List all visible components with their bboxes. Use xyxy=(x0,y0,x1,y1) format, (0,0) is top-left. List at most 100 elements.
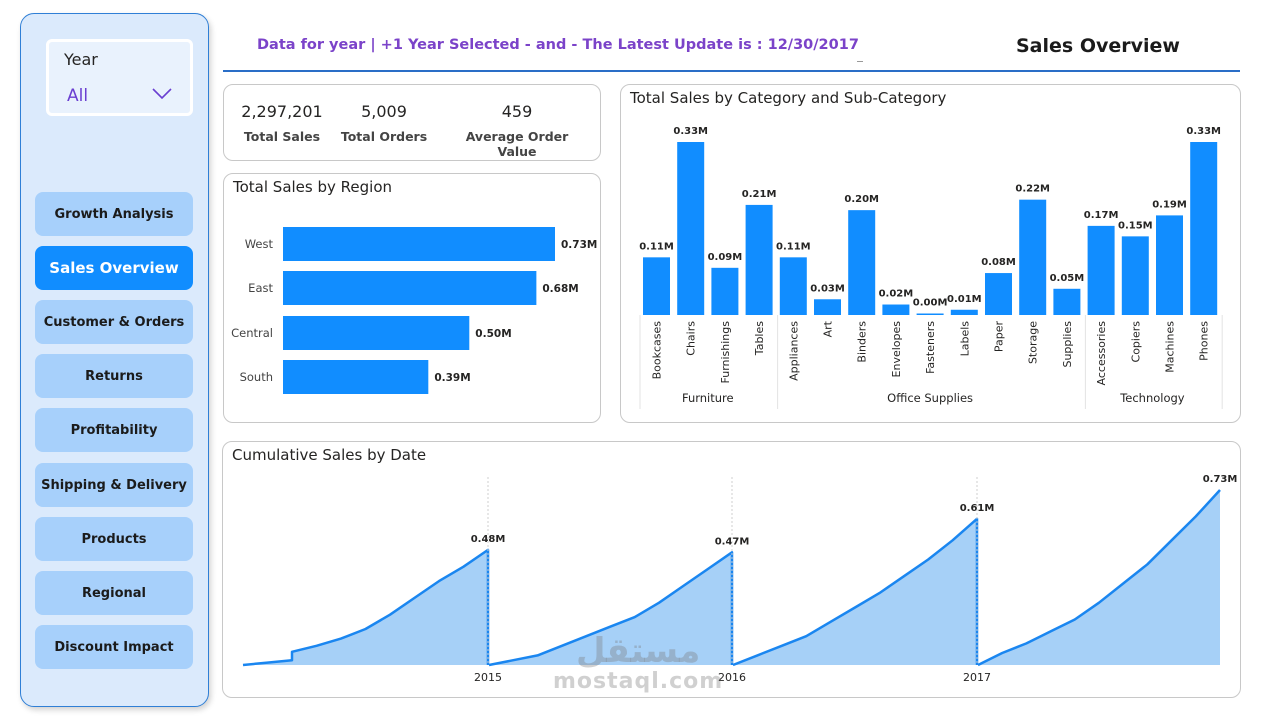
category-axis-label: Binders xyxy=(856,321,869,363)
cumulative-area[interactable] xyxy=(243,549,488,665)
cumulative-x-tick: 2015 xyxy=(474,671,502,684)
nav-button-sales-overview[interactable]: Sales Overview xyxy=(35,246,193,290)
category-bar-chart[interactable]: 0.11M Bookcases 0.33M Chairs 0.09M Furnishing… xyxy=(621,85,1240,422)
nav-button-growth-analysis[interactable]: Growth Analysis xyxy=(35,192,193,236)
category-axis-label: Machines xyxy=(1164,321,1177,373)
nav-button-returns[interactable]: Returns xyxy=(35,354,193,398)
category-bar[interactable] xyxy=(848,210,876,315)
category-bar[interactable] xyxy=(985,273,1012,315)
category-bar[interactable] xyxy=(745,204,773,315)
region-bar[interactable] xyxy=(283,271,537,305)
cumulative-chart-card[interactable]: Cumulative Sales by Date 0.48M 0.47M 0.61M… xyxy=(222,441,1241,698)
region-bar[interactable] xyxy=(283,316,470,350)
cumulative-area[interactable] xyxy=(489,552,732,665)
chevron-down-icon[interactable] xyxy=(152,88,172,100)
category-axis-label: Phones xyxy=(1198,321,1211,361)
watermark-latin: mostaql.com xyxy=(553,669,724,694)
page-title: Sales Overview xyxy=(1016,35,1180,57)
region-bar[interactable] xyxy=(283,360,429,394)
cumulative-line xyxy=(732,517,979,667)
category-data-label: 0.11M xyxy=(776,241,811,252)
nav-button-shipping-delivery[interactable]: Shipping & Delivery xyxy=(35,463,193,507)
category-group-label: Technology xyxy=(1119,391,1185,405)
cumulative-area[interactable] xyxy=(978,490,1220,665)
year-slicer[interactable]: Year All xyxy=(46,39,193,116)
category-chart-card[interactable]: Total Sales by Category and Sub-Category… xyxy=(620,84,1241,423)
category-data-label: 0.20M xyxy=(844,194,879,205)
category-axis-label: Envelopes xyxy=(890,321,903,378)
category-axis-label: Tables xyxy=(753,321,766,356)
category-data-label: 0.08M xyxy=(981,257,1016,268)
region-data-label: 0.68M xyxy=(542,283,578,295)
category-data-label: 0.33M xyxy=(1186,126,1221,137)
category-data-label: 0.33M xyxy=(673,126,708,137)
category-data-label: 0.17M xyxy=(1084,210,1119,221)
category-bar[interactable] xyxy=(677,142,705,315)
region-chart-card[interactable]: Total Sales by Region West 0.73M East 0.68M… xyxy=(223,173,601,423)
category-bar[interactable] xyxy=(950,309,978,315)
category-data-label: 0.21M xyxy=(742,189,777,200)
category-axis-label: Appliances xyxy=(787,321,800,381)
category-data-label: 0.01M xyxy=(947,294,982,305)
watermark-arabic: مستقل xyxy=(575,631,701,671)
nav-button-customer-orders[interactable]: Customer & Orders xyxy=(35,300,193,344)
kpi-card: 2,297,201 Total Sales 5,009 Total Orders… xyxy=(223,84,601,161)
category-data-label: 0.11M xyxy=(639,241,674,252)
region-bar[interactable] xyxy=(283,227,555,261)
category-group-label: Office Supplies xyxy=(887,391,973,405)
sidebar: Year All Growth Analysis Sales Overview Cu… xyxy=(20,13,209,707)
category-data-label: 0.09M xyxy=(708,252,743,263)
cumulative-line xyxy=(488,551,734,667)
cumulative-data-label: 0.48M xyxy=(471,534,506,545)
region-axis-label: Central xyxy=(231,326,273,340)
cumulative-data-label: 0.61M xyxy=(960,503,995,514)
cumulative-area[interactable] xyxy=(733,518,977,665)
region-axis-label: East xyxy=(248,281,273,295)
region-bar-chart[interactable]: West 0.73M East 0.68M Central 0.50M South 0.39M xyxy=(224,174,600,422)
region-chart-title: Total Sales by Region xyxy=(233,178,393,196)
nav-button-regional[interactable]: Regional xyxy=(35,571,193,615)
nav-button-discount-impact[interactable]: Discount Impact xyxy=(35,625,193,669)
category-axis-label: Art xyxy=(822,320,835,337)
category-axis-label: Paper xyxy=(993,321,1006,353)
category-axis-label: Bookcases xyxy=(651,321,664,380)
region-axis-label: South xyxy=(240,370,273,384)
category-data-label: 0.19M xyxy=(1152,199,1187,210)
category-axis-label: Chairs xyxy=(685,321,698,356)
cumulative-line xyxy=(242,548,490,667)
category-bar[interactable] xyxy=(1121,236,1149,315)
category-bar[interactable] xyxy=(814,299,841,315)
kpi-label: Total Sales xyxy=(243,129,321,144)
cumulative-data-label: 0.73M xyxy=(1203,474,1238,485)
category-data-label: 0.00M xyxy=(913,298,948,309)
category-axis-label: Supplies xyxy=(1061,321,1074,368)
category-data-label: 0.02M xyxy=(879,289,914,300)
category-bar[interactable] xyxy=(643,257,670,315)
region-data-label: 0.73M xyxy=(561,239,597,251)
category-bar[interactable] xyxy=(1190,142,1218,315)
category-bar[interactable] xyxy=(916,313,944,316)
category-data-label: 0.03M xyxy=(810,283,845,294)
kpi-total-orders: 5,009 Total Orders xyxy=(314,102,454,144)
category-data-label: 0.05M xyxy=(1050,273,1085,284)
category-bar[interactable] xyxy=(779,257,807,315)
category-bar[interactable] xyxy=(1087,225,1115,315)
kpi-value: 459 xyxy=(501,102,533,121)
category-bar[interactable] xyxy=(711,267,739,315)
category-bar[interactable] xyxy=(1019,199,1047,315)
divider-mark xyxy=(857,61,863,62)
category-bar[interactable] xyxy=(1053,288,1081,315)
cumulative-x-tick: 2017 xyxy=(963,671,991,684)
year-slicer-label: Year xyxy=(64,50,98,69)
category-bar[interactable] xyxy=(882,304,910,315)
region-axis-label: West xyxy=(245,237,274,251)
region-data-label: 0.50M xyxy=(475,328,511,340)
kpi-average-order-value: 459 Average Order Value xyxy=(447,102,587,159)
year-slicer-value[interactable]: All xyxy=(67,86,89,106)
nav-button-products[interactable]: Products xyxy=(35,517,193,561)
kpi-value: 5,009 xyxy=(361,102,407,121)
watermark-logo: مستقل mostaql.com xyxy=(553,633,723,694)
nav-button-profitability[interactable]: Profitability xyxy=(35,408,193,452)
category-bar[interactable] xyxy=(1156,215,1183,315)
